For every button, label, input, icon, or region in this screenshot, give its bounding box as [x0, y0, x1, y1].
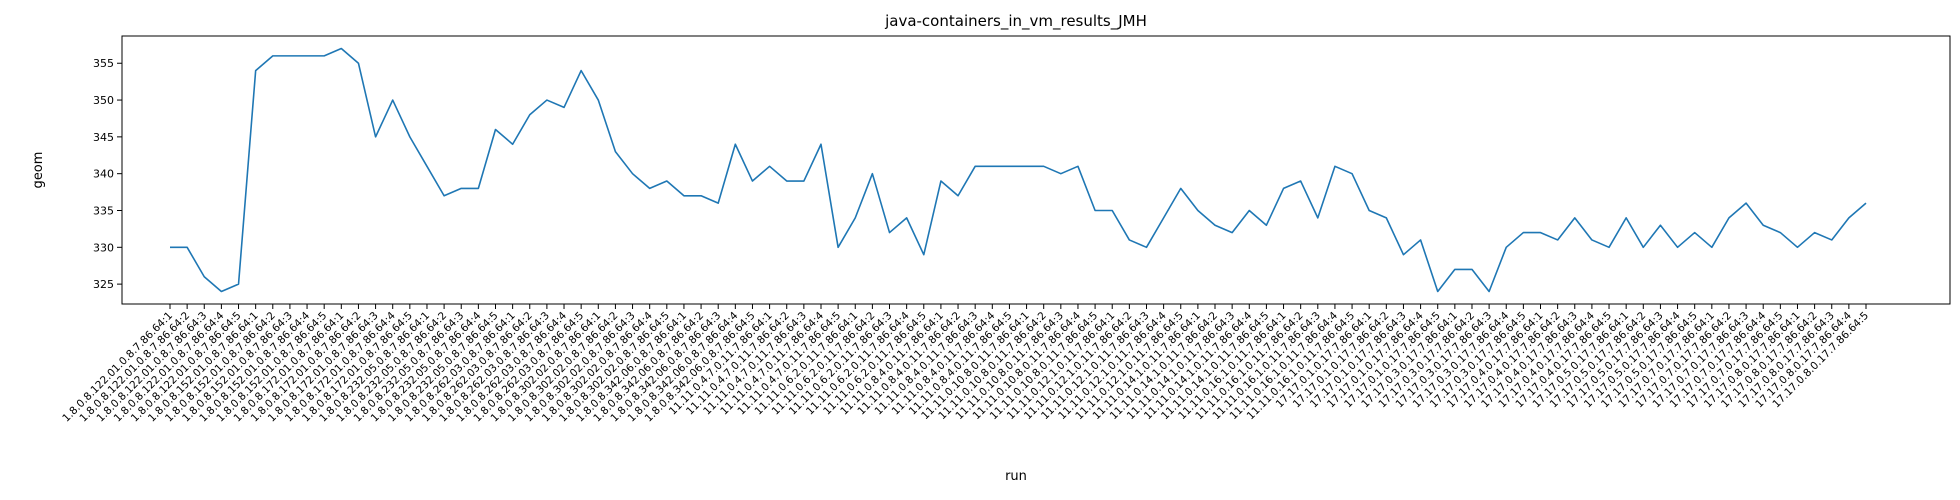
y-tick-label: 325 [93, 278, 114, 291]
y-tick-label: 350 [93, 94, 114, 107]
x-axis-label: run [1005, 469, 1027, 484]
y-tick-label: 340 [93, 168, 114, 181]
y-tick-label: 330 [93, 241, 114, 254]
plot-area: 325 330 335 340 345 350 355 1.8.0.8.122.01.0.8… [60, 35, 1951, 425]
chart-title: java-containers_in_vm_results_JMH [884, 12, 1147, 31]
x-axis-ticks: 1.8.0.8.122.01.0.8.7.86.64:11.8.0.8.122.… [60, 304, 1871, 425]
y-axis-label: geom [31, 152, 46, 189]
plot-frame [121, 35, 1951, 305]
y-tick-label: 355 [93, 57, 114, 70]
y-axis-ticks: 325 330 335 340 345 350 355 [93, 57, 122, 291]
y-tick-label: 345 [93, 131, 114, 144]
series-line [170, 47, 1867, 293]
y-tick-label: 335 [93, 204, 114, 217]
data-points [169, 48, 1867, 292]
